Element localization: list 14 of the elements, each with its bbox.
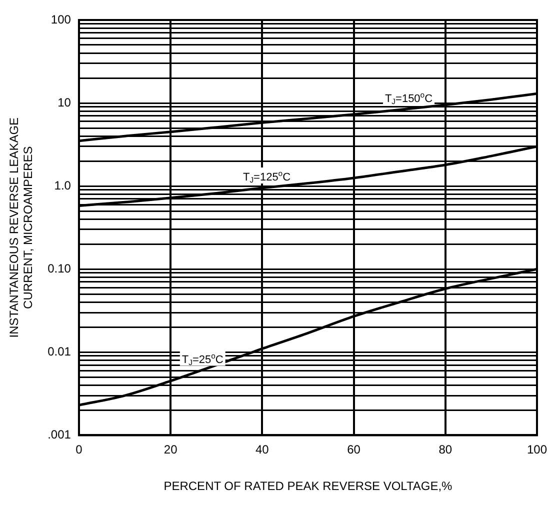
y-tick-label: 0.01 <box>48 344 72 358</box>
y-tick-label: 1.0 <box>54 178 72 192</box>
y-tick-label: 100 <box>50 12 72 26</box>
y-tick-label: .001 <box>48 428 72 442</box>
y-axis-title: INSTANTANEOUS REVERSE LEAKAGE CURRENT, MICROAMPERES <box>7 117 36 338</box>
x-tick-label: 80 <box>438 442 452 457</box>
y-tick-label: 10 <box>58 95 72 110</box>
y-tick-label: 0.10 <box>48 261 72 276</box>
x-axis-title: PERCENT OF RATED PEAK REVERSE VOLTAGE,% <box>164 479 453 494</box>
x-tick-label: 100 <box>526 442 548 457</box>
x-tick-label: 60 <box>347 442 361 457</box>
x-tick-label: 0 <box>76 442 83 457</box>
x-tick-label: 20 <box>164 442 178 457</box>
x-tick-label: 40 <box>255 442 270 457</box>
